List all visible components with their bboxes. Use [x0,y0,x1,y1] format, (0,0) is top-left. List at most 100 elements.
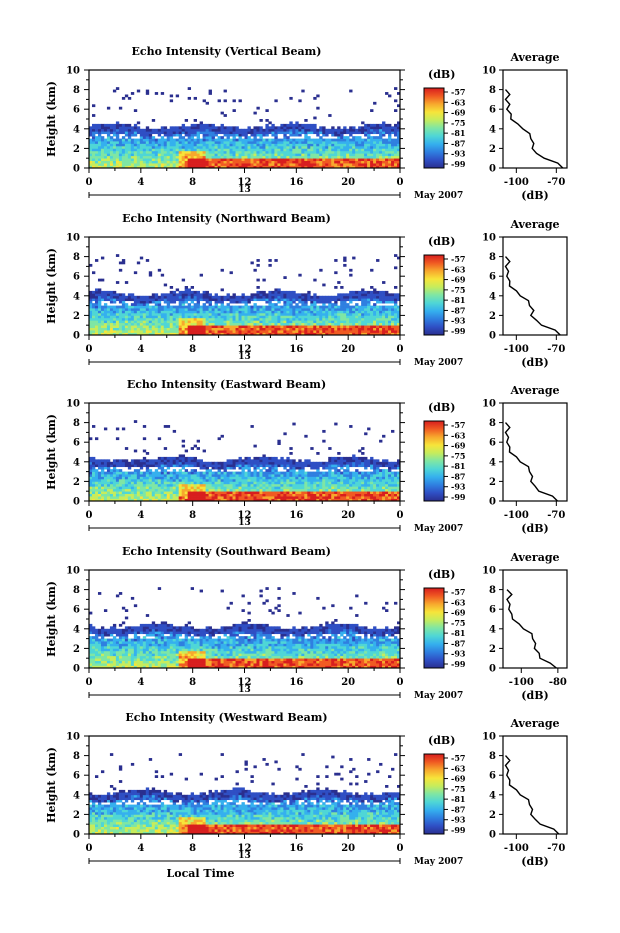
heatmap-cell [298,274,301,277]
heatmap-cell [245,459,248,462]
heatmap-cell [149,330,152,333]
heatmap-cell [170,141,173,144]
heatmap-cell [233,491,236,494]
heatmap-cell [209,141,212,144]
heatmap-cell [206,148,209,151]
heatmap-cell [307,291,310,294]
heatmap-cell [352,141,355,144]
heatmap-cell [212,134,215,137]
heatmap-cell [221,330,224,333]
heatmap-cell [200,144,203,147]
heatmap-cell [316,131,319,134]
heatmap-cell [283,151,286,154]
heatmap-cell [188,313,191,316]
heatmap-cell [149,469,152,472]
heatmap-cell [161,457,164,460]
heatmap-cell [304,146,307,149]
heatmap-cell [352,315,355,318]
heatmap-cell [179,313,182,316]
heatmap-cell [262,467,265,470]
heatmap-cell [292,129,295,132]
heatmap-cell [173,330,176,333]
heatmap-cell [259,146,262,149]
heatmap-cell [152,298,155,301]
heatmap-cell [242,494,245,497]
heatmap-cell [164,306,167,309]
heatmap-cell [286,477,289,480]
y-tick-label: 0 [73,331,80,342]
heatmap-cell [268,131,271,134]
heatmap-cell [113,486,116,489]
heatmap-cell [131,494,134,497]
heatmap-cell [137,131,140,134]
heatmap-cell [212,467,215,470]
heatmap-cell [95,129,98,132]
heatmap-cell [158,161,161,164]
heatmap-cell [298,323,301,326]
heatmap-cell [328,303,331,306]
heatmap-cell [206,494,209,497]
heatmap-cell [256,325,259,328]
heatmap-cell [262,129,265,132]
heatmap-cell [370,269,373,272]
heatmap-cell [191,144,194,147]
heatmap-cell [355,129,358,132]
heatmap-cell [283,144,286,147]
heatmap-cell [140,131,143,134]
heatmap-cell [188,484,191,487]
heatmap-cell [182,472,185,475]
heatmap-cell [391,129,394,132]
heatmap-cell [295,313,298,316]
heatmap-cell [203,129,206,132]
heatmap-cell [140,139,143,142]
heatmap-cell [295,477,298,480]
heatmap-cell [170,153,173,156]
heatmap-cell [352,148,355,151]
heatmap-cell [233,474,236,477]
heatmap-cell [224,472,227,475]
heatmap-cell [203,496,206,499]
heatmap-cell [161,323,164,326]
heatmap-cell [364,301,367,304]
heatmap-cell [316,308,319,311]
heatmap-cell [128,293,131,296]
heatmap-cell [349,144,352,147]
heatmap-cell [107,491,110,494]
x-tick-label: 0 [86,177,93,188]
heatmap-cell [191,315,194,318]
heatmap-cell [364,313,367,316]
heatmap-cell [301,161,304,164]
heatmap-cell [298,472,301,475]
heatmap-cell [161,467,164,470]
heatmap-cell [158,313,161,316]
heatmap-cell [230,126,233,129]
heatmap-cell [265,479,268,482]
heatmap-cell [113,134,116,137]
heatmap-cell [104,484,107,487]
heatmap-cell [143,303,146,306]
heatmap-cell [361,325,364,328]
heatmap-cell [301,323,304,326]
heatmap-cell [116,298,119,301]
heatmap-cell [373,139,376,142]
heatmap-cell [137,163,140,166]
heatmap-cell [364,156,367,159]
heatmap-cell [304,161,307,164]
heatmap-cell [98,494,101,497]
heatmap-cell [286,313,289,316]
heatmap-cell [227,158,230,161]
heatmap-cell [301,467,304,470]
heatmap-cell [227,462,230,465]
heatmap-cell [218,484,221,487]
heatmap-cell [292,131,295,134]
heatmap-cell [149,491,152,494]
heatmap-cell [182,141,185,144]
heatmap-cell [298,484,301,487]
heatmap-cell [182,298,185,301]
heatmap-cell [367,308,370,311]
heatmap-cell [131,141,134,144]
heatmap-cell [140,464,143,467]
heatmap-cell [122,306,125,309]
heatmap-cell [250,156,253,159]
heatmap-cell [242,163,245,166]
